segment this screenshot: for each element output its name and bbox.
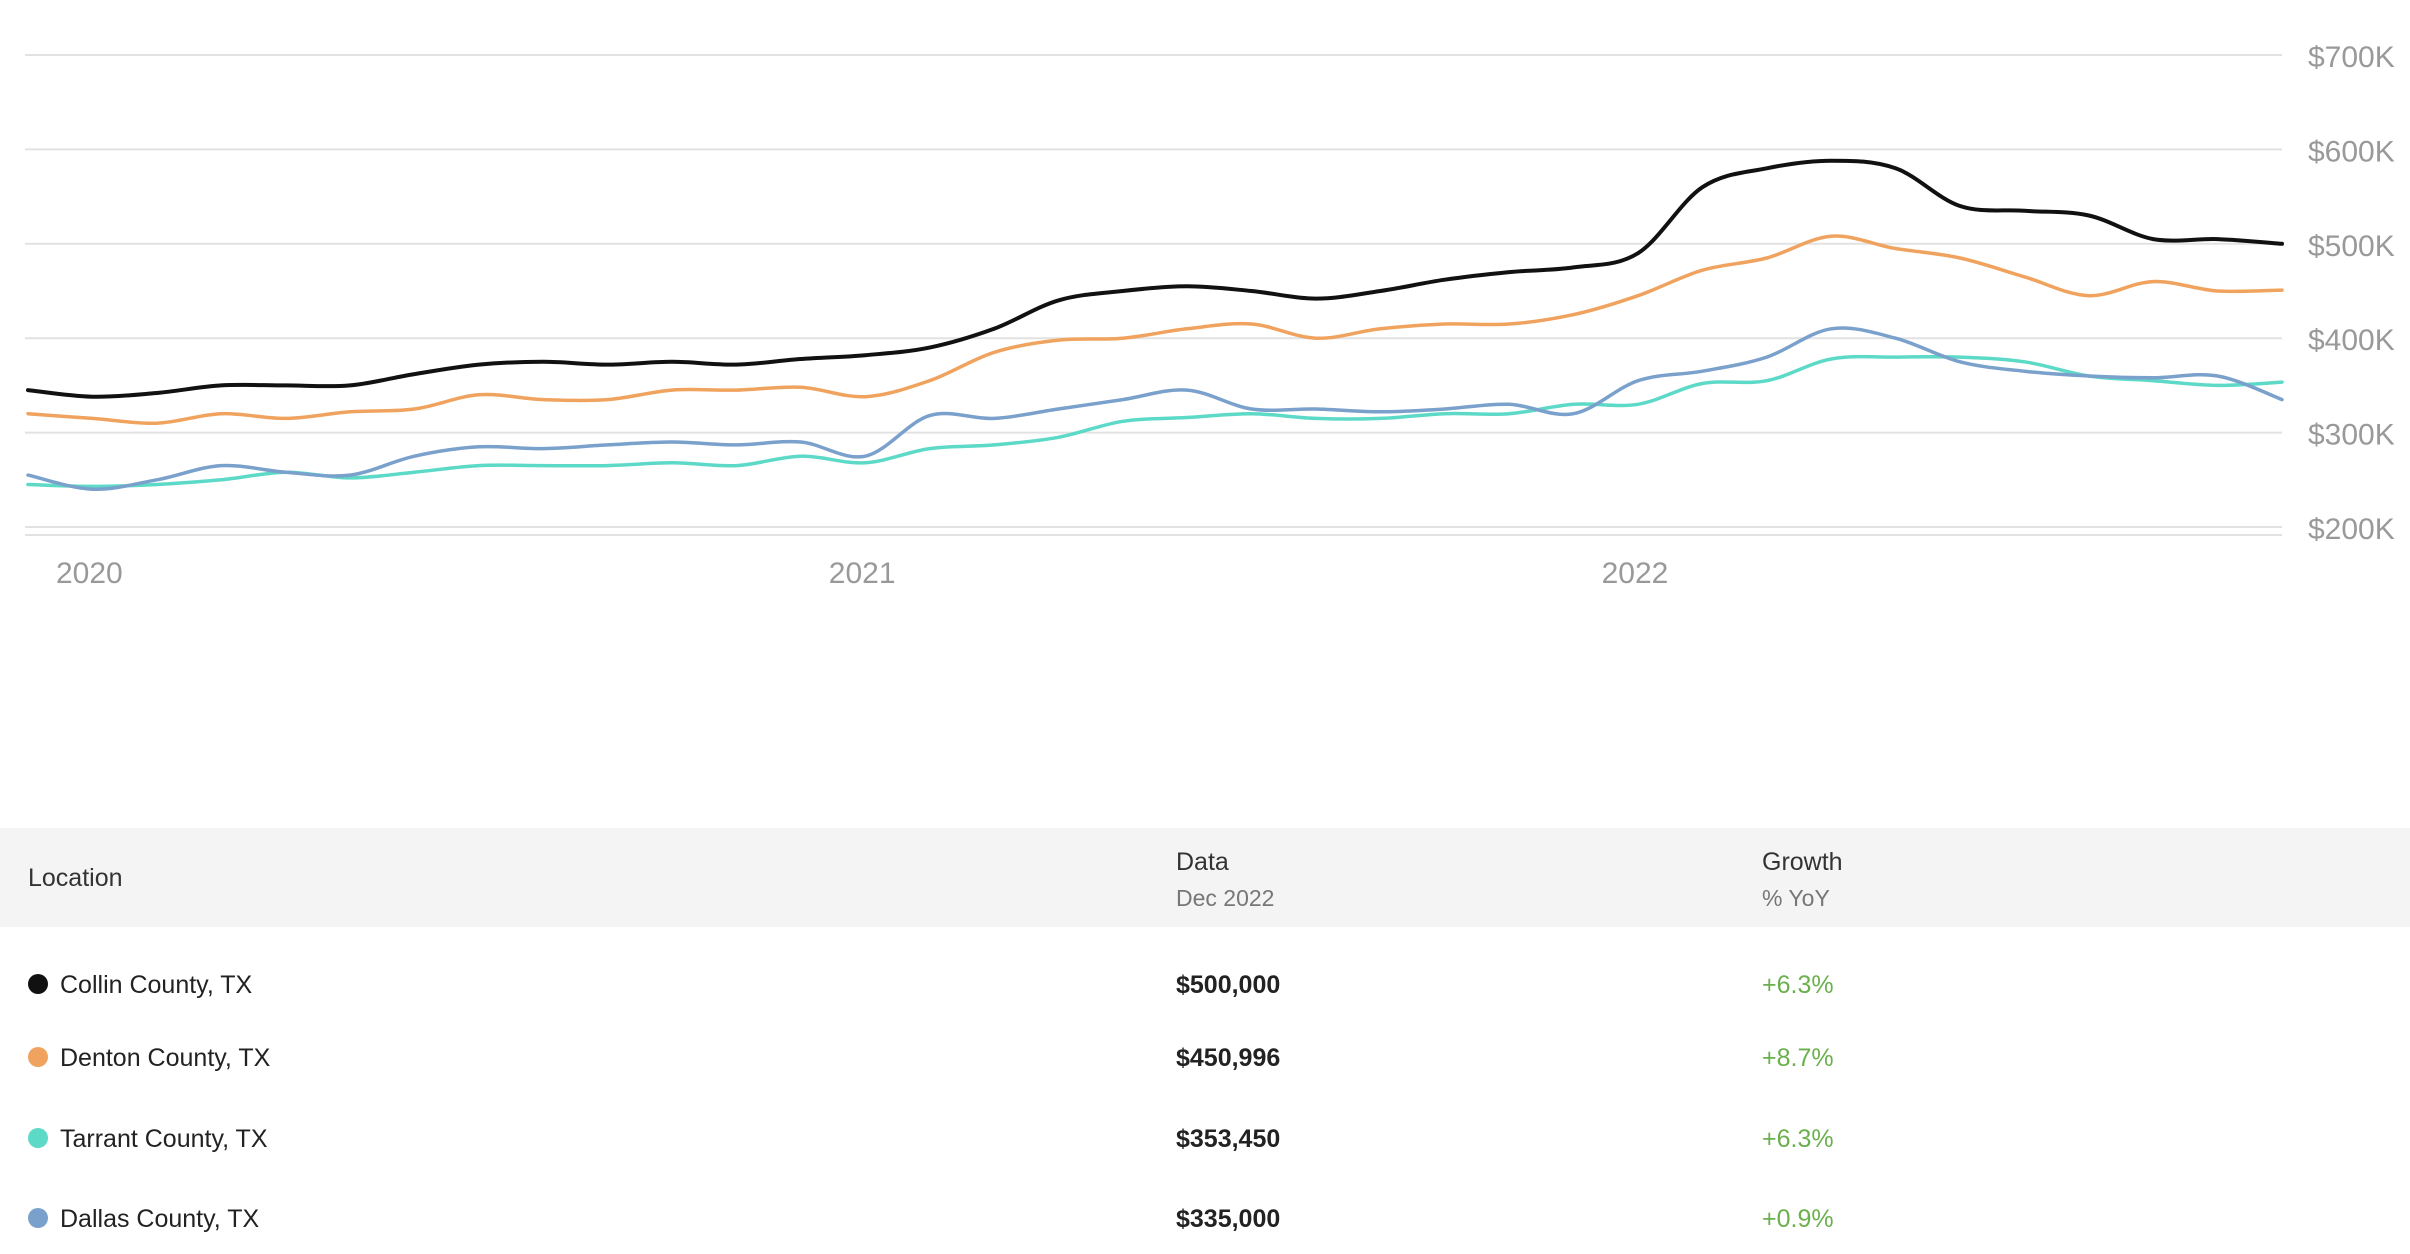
- series-line-dallas-county-tx: [26, 326, 2284, 491]
- row-location: Tarrant County, TX: [60, 1125, 268, 1153]
- table-row[interactable]: Tarrant County, TX $353,450 +6.3%: [0, 1085, 2410, 1165]
- table-header: Location Data Dec 2022 Growth % YoY: [0, 828, 2410, 927]
- y-tick-label: $400K: [2308, 324, 2395, 357]
- y-tick-label: $700K: [2308, 41, 2395, 74]
- table-row[interactable]: Collin County, TX $500,000 +6.3%: [0, 927, 2410, 1005]
- y-tick-label: $500K: [2308, 230, 2395, 263]
- legend-dot-icon: [28, 1047, 48, 1067]
- row-growth: +0.9%: [1762, 1205, 1834, 1233]
- line-chart: $200K$300K$400K$500K$600K$700K 2020 2021 2…: [25, 41, 2395, 590]
- row-growth: +6.3%: [1762, 971, 1834, 999]
- x-tick-label: 2020: [56, 557, 123, 590]
- y-tick-label: $600K: [2308, 135, 2395, 168]
- y-tick-label: $300K: [2308, 419, 2395, 452]
- header-data-sublabel: Dec 2022: [1176, 885, 1275, 911]
- legend-dot-icon: [28, 974, 48, 994]
- header-location-label: Location: [28, 864, 123, 892]
- row-growth: +6.3%: [1762, 1125, 1834, 1153]
- legend-dot-icon: [28, 1128, 48, 1148]
- legend-dot-icon: [28, 1208, 48, 1228]
- header-growth-sublabel: % YoY: [1762, 885, 1830, 911]
- row-value: $353,450: [1176, 1125, 1281, 1153]
- header-growth-label: Growth: [1762, 848, 1843, 876]
- header-growth: Growth % YoY: [1762, 848, 1843, 912]
- row-location: Dallas County, TX: [60, 1205, 260, 1233]
- series-line-denton-county-tx: [26, 234, 2284, 426]
- x-axis-ticks: 2020 2021 2022: [56, 557, 1668, 590]
- header-location: Location: [28, 864, 123, 893]
- series-line-tarrant-county-tx: [26, 354, 2284, 489]
- series-line-collin-county-tx: [26, 158, 2284, 399]
- row-growth: +8.7%: [1762, 1044, 1834, 1072]
- row-location: Collin County, TX: [60, 971, 253, 999]
- x-tick-label: 2021: [829, 557, 896, 590]
- header-data-label: Data: [1176, 848, 1229, 876]
- table-row[interactable]: Denton County, TX $450,996 +8.7%: [0, 1005, 2410, 1085]
- y-tick-label: $200K: [2308, 513, 2395, 546]
- grid-lines: [25, 54, 2282, 536]
- row-value: $500,000: [1176, 971, 1281, 999]
- row-value: $450,996: [1176, 1044, 1281, 1072]
- header-data: Data Dec 2022: [1176, 848, 1274, 912]
- series-lines: [26, 158, 2284, 491]
- data-table: Location Data Dec 2022 Growth % YoY Coll…: [0, 828, 2410, 1245]
- y-axis-ticks: $200K $300K $400K $500K $600K $700K: [2308, 41, 2395, 546]
- x-tick-label: 2022: [1602, 557, 1669, 590]
- row-location: Denton County, TX: [60, 1044, 271, 1072]
- row-value: $335,000: [1176, 1205, 1281, 1233]
- table-row[interactable]: Dallas County, TX $335,000 +0.9%: [0, 1165, 2410, 1245]
